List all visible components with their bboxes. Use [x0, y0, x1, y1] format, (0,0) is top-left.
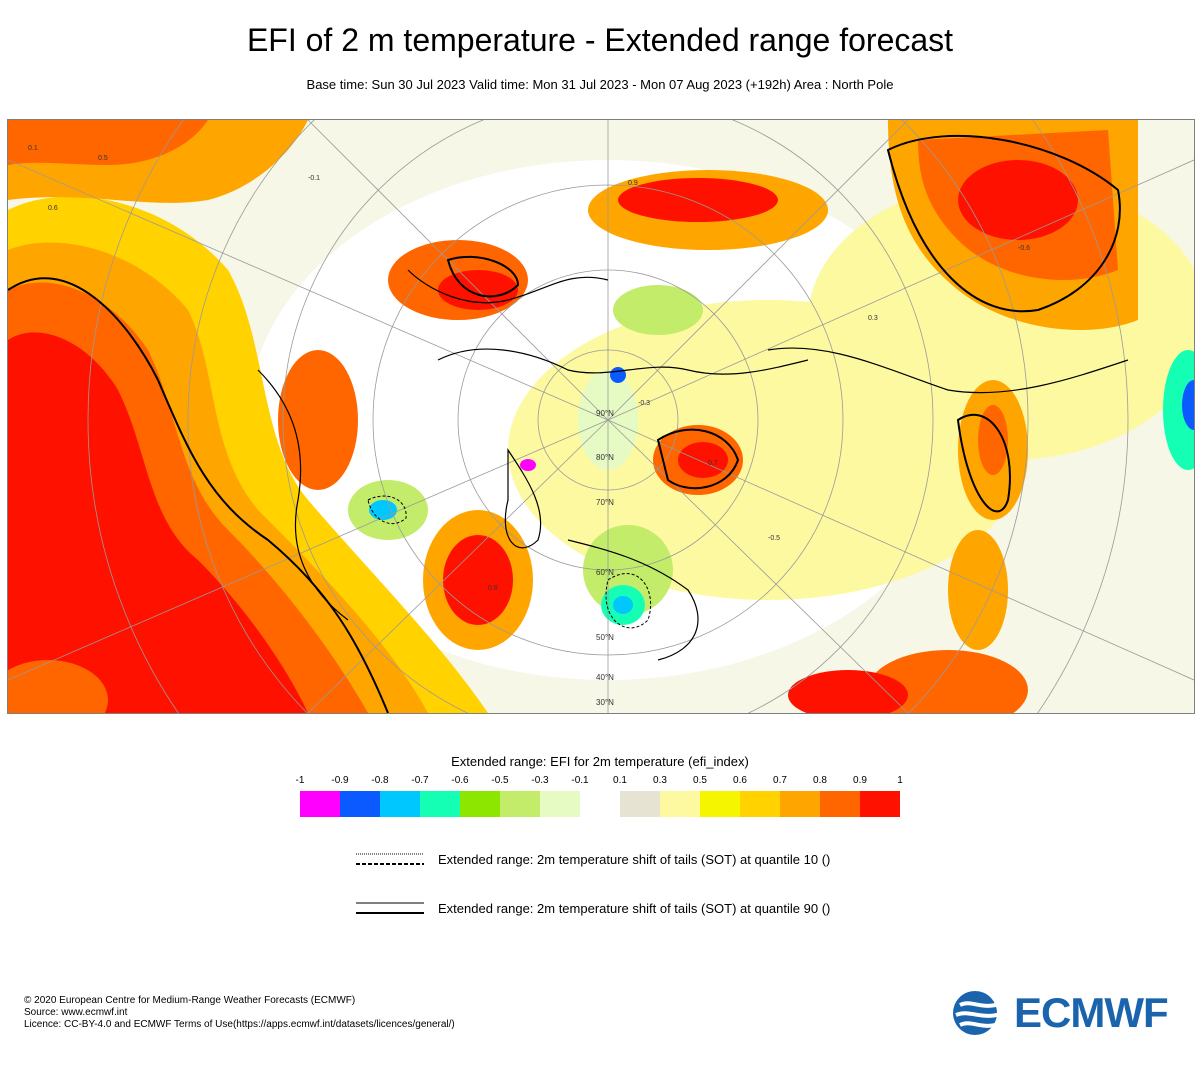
lat-label-50n: 50°N — [596, 633, 614, 642]
colorbar-swatch — [620, 791, 660, 817]
lat-label-30n: 30°N — [596, 698, 614, 707]
zone-neg-0-9-edge — [1182, 380, 1194, 430]
zone-neg-1-greenland — [520, 459, 536, 471]
zone-neg-0-5-arctic — [613, 285, 703, 335]
ecmwf-logo: ECMWF — [952, 990, 1180, 1036]
legend-sot-q10-label: Extended range: 2m temperature shift of … — [438, 852, 831, 867]
colorbar-tick-label: 0.1 — [613, 775, 627, 786]
colorbar-swatch — [660, 791, 700, 817]
lat-label-70n: 70°N — [596, 498, 614, 507]
sot-q90-contours — [8, 134, 1121, 713]
colorbar-tick-label: -0.1 — [571, 775, 589, 786]
colorbar-swatch — [460, 791, 500, 817]
colorbar-tick-label: 0.3 — [653, 775, 667, 786]
contour-label: 0.9 — [628, 180, 638, 187]
zone-0-8-east — [978, 405, 1008, 475]
footer-source: Source: www.ecmwf.int — [24, 1007, 128, 1018]
colorbar-tick-label: 1 — [897, 775, 903, 786]
chart-subtitle: Base time: Sun 30 Jul 2023 Valid time: M… — [306, 77, 894, 92]
colorbar-swatch — [700, 791, 740, 817]
contour-label: -0.5 — [768, 535, 780, 542]
contour-label: -0.3 — [638, 400, 650, 407]
colorbar-tick-label: -0.9 — [331, 775, 349, 786]
colorbar-swatch — [500, 791, 540, 817]
colorbar-swatch — [380, 791, 420, 817]
colorbar-tick-label: -0.8 — [371, 775, 389, 786]
zone-0-8-south — [868, 650, 1028, 713]
colorbar-tick-label: 0.6 — [733, 775, 747, 786]
colorbar-swatch — [860, 791, 900, 817]
zone-0-8-sw — [8, 660, 108, 713]
zone-0-7-se — [948, 530, 1008, 650]
colorbar-tick-label: -1 — [295, 775, 305, 786]
dashed-line-icon — [356, 853, 424, 865]
zone-0-9-ne — [958, 160, 1078, 240]
coastlines — [257, 269, 1129, 661]
colorbar-tick-label: 0.5 — [693, 775, 707, 786]
zone-0-9-atlantic — [443, 535, 513, 625]
efi-map: 90°N 80°N 70°N 60°N 50°N 40°N 30°N 0.1 0… — [7, 119, 1195, 714]
ecmwf-logo-icon — [953, 991, 1005, 1035]
zone-0-9-south — [788, 670, 908, 713]
colorbar-tick-label: -0.3 — [531, 775, 549, 786]
graticule — [8, 120, 1194, 713]
colorbar-tick-label: 0.7 — [773, 775, 787, 786]
contour-label: 0.6 — [48, 205, 58, 212]
colorbar-tick-label: 0.8 — [813, 775, 827, 786]
efi-map-graphic: 90°N 80°N 70°N 60°N 50°N 40°N 30°N 0.1 0… — [8, 120, 1194, 713]
contour-label: -0.1 — [308, 175, 320, 182]
colorbar-tick-label: -0.7 — [411, 775, 429, 786]
ecmwf-logo-text: ECMWF — [1014, 989, 1169, 1036]
lat-label-80n: 80°N — [596, 453, 614, 462]
lat-label-60n: 60°N — [596, 568, 614, 577]
zone-neg-0-8-europe — [613, 596, 633, 614]
lat-label-40n: 40°N — [596, 673, 614, 682]
colorbar-swatch — [540, 791, 580, 817]
latitude-labels: 90°N 80°N 70°N 60°N 50°N 40°N 30°N — [596, 409, 614, 707]
contour-label: 0.3 — [868, 315, 878, 322]
footer-copyright: © 2020 European Centre for Medium-Range … — [24, 995, 356, 1006]
zone-neg-0-8-hudson — [369, 500, 397, 520]
contour-label: 0.7 — [708, 460, 718, 467]
legend-sot-q90-label: Extended range: 2m temperature shift of … — [438, 901, 831, 916]
contour-label: 0.8 — [488, 585, 498, 592]
colorbar-swatch — [740, 791, 780, 817]
colorbar-swatch — [420, 791, 460, 817]
contour-label: 0.5 — [98, 155, 108, 162]
contour-label: -0.6 — [1018, 245, 1030, 252]
colorbar-swatch — [820, 791, 860, 817]
chart-title: EFI of 2 m temperature - Extended range … — [246, 22, 954, 58]
zone-neg-0-9-pole — [610, 367, 626, 383]
footer-licence: Licence: CC-BY-4.0 and ECMWF Terms of Us… — [24, 1019, 455, 1030]
solid-line-icon — [356, 902, 424, 914]
colorbar-swatch — [340, 791, 380, 817]
zone-0-8-canada — [278, 350, 358, 490]
footer: © 2020 European Centre for Medium-Range … — [24, 995, 455, 1031]
zone-neg-0-5-europe — [583, 525, 673, 615]
colorbar-tick-label: -0.5 — [491, 775, 509, 786]
zone-neg-0-7-edge — [1163, 350, 1194, 470]
lat-label-90n: 90°N — [596, 409, 614, 418]
colorbar-swatch — [300, 791, 340, 817]
legend-title: Extended range: EFI for 2m temperature (… — [451, 754, 749, 769]
zone-0-8-nw — [8, 120, 208, 165]
colorbar-tick-label: 0.9 — [853, 775, 867, 786]
colorbar — [300, 791, 900, 817]
sot-q10-contours — [367, 495, 652, 629]
zone-0-9-west — [8, 332, 308, 713]
zone-0-9-russia — [678, 442, 728, 478]
contour-labels: 0.1 0.3 0.5 0.6 0.7 0.8 0.9 -0.1 -0.3 -0… — [28, 145, 1030, 592]
colorbar-swatch — [780, 791, 820, 817]
colorbar-swatch — [580, 791, 620, 817]
contour-label: 0.1 — [28, 145, 38, 152]
colorbar-tick-label: -0.6 — [451, 775, 469, 786]
zone-0-9-siberia — [618, 178, 778, 222]
